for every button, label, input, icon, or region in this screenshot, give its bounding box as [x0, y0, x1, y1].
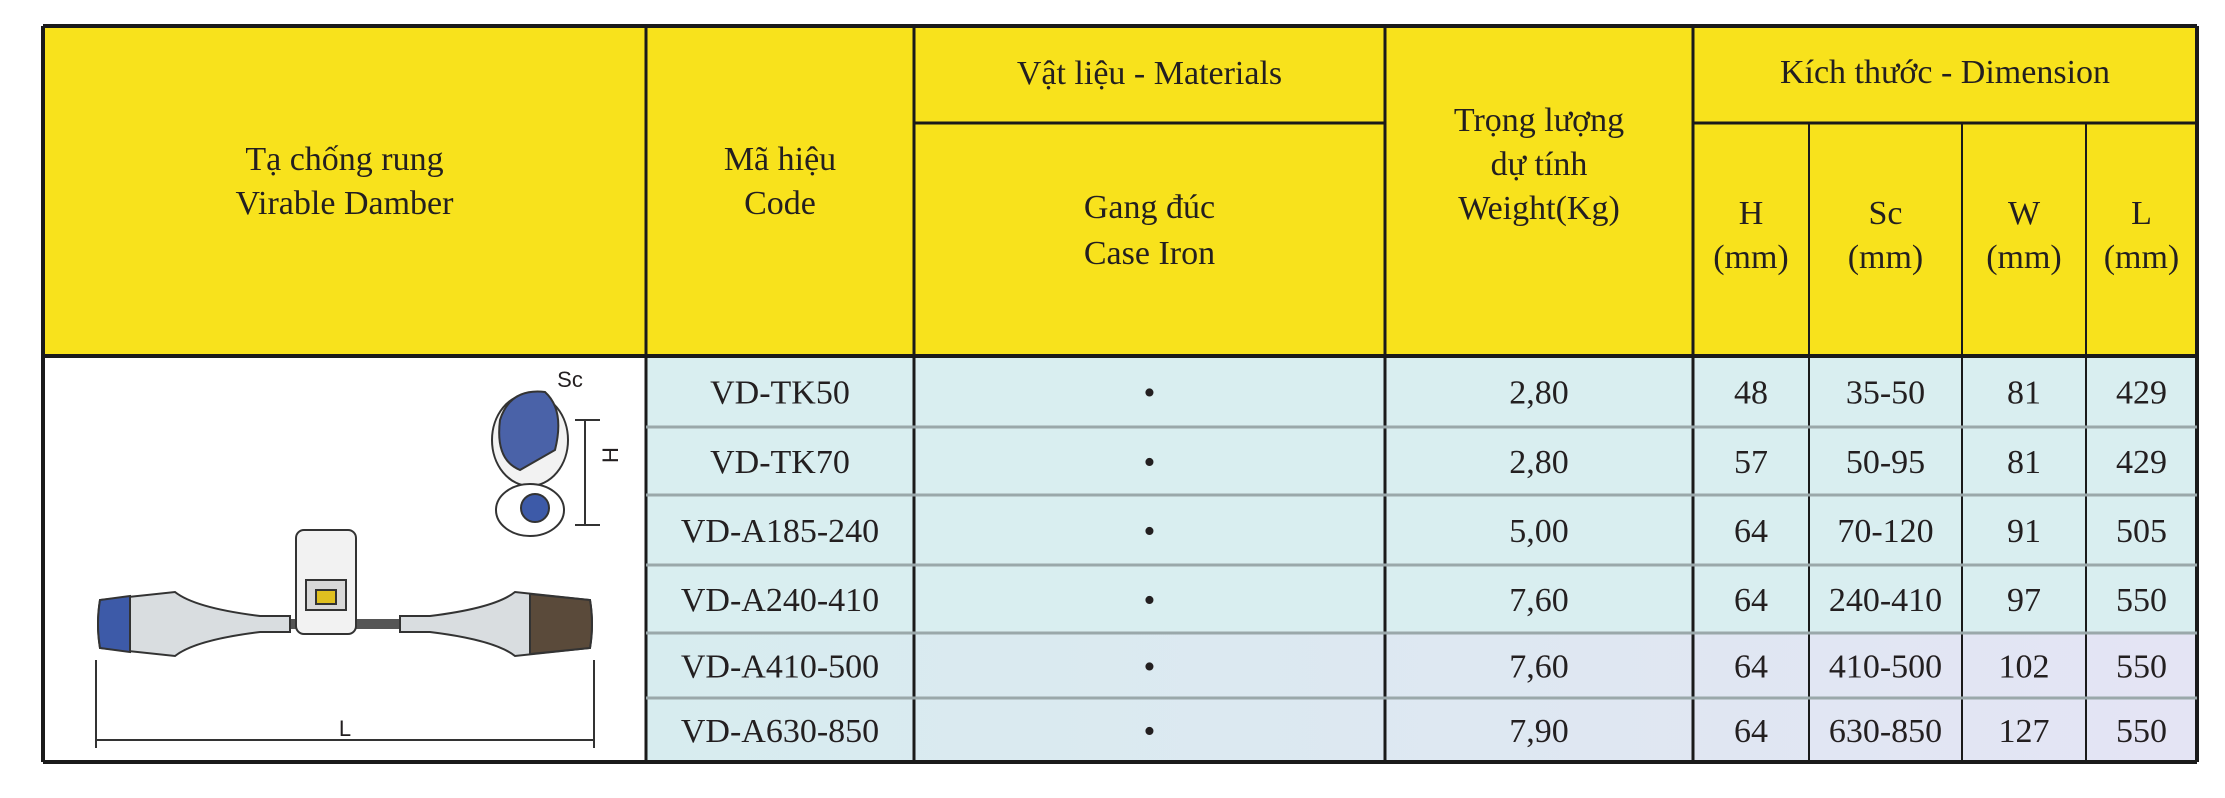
header-text: L: [2131, 195, 2152, 232]
header-text: (mm): [1986, 239, 2062, 276]
cell-text: 7,60: [1509, 648, 1569, 685]
cell-text: VD-TK70: [710, 444, 850, 481]
cell-text: 48: [1734, 374, 1768, 411]
cell-text: 240-410: [1829, 582, 1942, 619]
cell-text: VD-A630-850: [681, 713, 879, 750]
header-text: Kích thước - Dimension: [1780, 54, 2110, 91]
cell-text: 127: [1999, 713, 2050, 750]
cell-text: 50-95: [1846, 444, 1925, 481]
cell-text: 550: [2116, 648, 2167, 685]
cell-text: 2,80: [1509, 374, 1569, 411]
header-text: (mm): [1713, 239, 1789, 276]
cell-text: 91: [2007, 513, 2041, 550]
diagram-label: H: [598, 447, 623, 463]
cell-text: 429: [2116, 374, 2167, 411]
cell-text: 97: [2007, 582, 2041, 619]
cell-text: •: [1144, 713, 1156, 750]
cell-text: 81: [2007, 374, 2041, 411]
cell-text: 70-120: [1837, 513, 1933, 550]
header-text: Case Iron: [1084, 235, 1215, 272]
header-text: Tạ chống rung: [245, 141, 443, 178]
cell-text: 410-500: [1829, 648, 1942, 685]
cell-text: •: [1144, 648, 1156, 685]
header-text: H: [1739, 195, 1764, 232]
cell-text: 35-50: [1846, 374, 1925, 411]
cell-text: 102: [1999, 648, 2050, 685]
header-text: (mm): [1848, 239, 1924, 276]
cell-text: 7,90: [1509, 713, 1569, 750]
header-text: Sc: [1869, 195, 1903, 232]
cell-text: 64: [1734, 513, 1768, 550]
cell-text: 630-850: [1829, 713, 1942, 750]
cell-text: 429: [2116, 444, 2167, 481]
cell-text: 64: [1734, 713, 1768, 750]
header-text: Mã hiệu: [724, 141, 836, 178]
cell-text: 2,80: [1509, 444, 1569, 481]
cell-text: 64: [1734, 648, 1768, 685]
cell-text: 64: [1734, 582, 1768, 619]
cell-text: VD-A410-500: [681, 648, 879, 685]
header-bg: [43, 26, 2197, 356]
diagram-label: L: [339, 716, 351, 741]
header-text: (mm): [2104, 239, 2180, 276]
header-text: Gang đúc: [1084, 189, 1215, 226]
damper-drawing: [95, 390, 600, 748]
cell-text: 550: [2116, 582, 2167, 619]
header-text: Weight(Kg): [1458, 190, 1620, 227]
cell-text: •: [1144, 513, 1156, 550]
body-bg: [646, 698, 2197, 762]
cell-text: VD-A240-410: [681, 582, 879, 619]
header-text: Vật liệu - Materials: [1017, 55, 1282, 92]
cell-text: •: [1144, 582, 1156, 619]
cell-text: 7,60: [1509, 582, 1569, 619]
header-text: dự tính: [1491, 146, 1588, 183]
cell-text: VD-TK50: [710, 374, 850, 411]
cell-text: 550: [2116, 713, 2167, 750]
cell-text: 81: [2007, 444, 2041, 481]
cell-text: 57: [1734, 444, 1768, 481]
header-text: Virable Damber: [236, 185, 455, 222]
header-text: W: [2008, 195, 2041, 232]
cell-text: •: [1144, 444, 1156, 481]
diagram-label: Sc: [557, 367, 583, 392]
cell-text: VD-A185-240: [681, 513, 879, 550]
header-text: Trọng lượng: [1454, 102, 1624, 139]
cell-text: 5,00: [1509, 513, 1569, 550]
cell-text: 505: [2116, 513, 2167, 550]
header-text: Code: [744, 185, 816, 222]
cell-text: •: [1144, 374, 1156, 411]
